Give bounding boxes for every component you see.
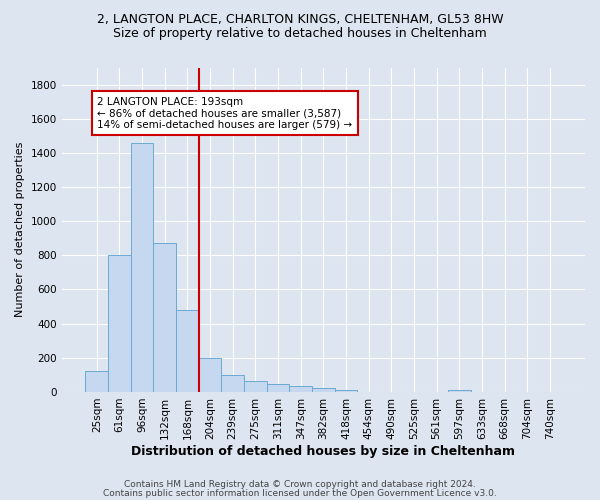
X-axis label: Distribution of detached houses by size in Cheltenham: Distribution of detached houses by size …: [131, 444, 515, 458]
Bar: [312, 388, 335, 392]
Bar: [199, 358, 221, 392]
Bar: [131, 142, 154, 392]
Bar: [289, 386, 312, 392]
Y-axis label: Number of detached properties: Number of detached properties: [15, 142, 25, 318]
Bar: [448, 390, 470, 392]
Bar: [221, 375, 244, 392]
Bar: [108, 256, 131, 392]
Text: 2 LANGTON PLACE: 193sqm
← 86% of detached houses are smaller (3,587)
14% of semi: 2 LANGTON PLACE: 193sqm ← 86% of detache…: [97, 96, 352, 130]
Text: Contains HM Land Registry data © Crown copyright and database right 2024.: Contains HM Land Registry data © Crown c…: [124, 480, 476, 489]
Bar: [154, 244, 176, 392]
Bar: [85, 372, 108, 392]
Bar: [244, 381, 266, 392]
Text: Size of property relative to detached houses in Cheltenham: Size of property relative to detached ho…: [113, 28, 487, 40]
Text: 2, LANGTON PLACE, CHARLTON KINGS, CHELTENHAM, GL53 8HW: 2, LANGTON PLACE, CHARLTON KINGS, CHELTE…: [97, 12, 503, 26]
Text: Contains public sector information licensed under the Open Government Licence v3: Contains public sector information licen…: [103, 488, 497, 498]
Bar: [335, 390, 358, 392]
Bar: [266, 384, 289, 392]
Bar: [176, 310, 199, 392]
